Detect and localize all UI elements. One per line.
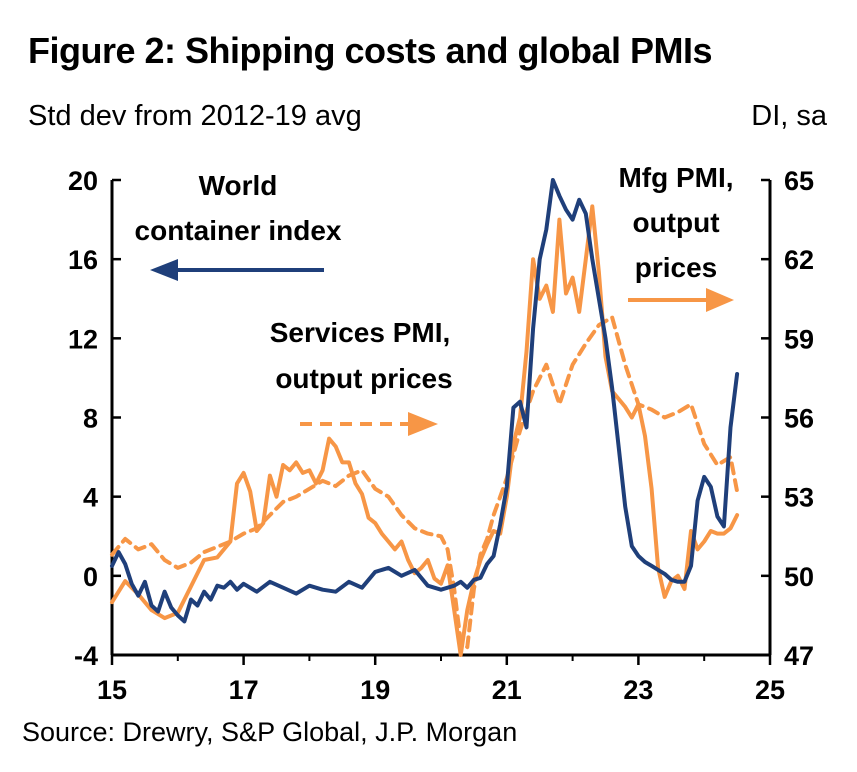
annotation-services-1: Services PMI, [270,317,451,348]
left-tick-label: 8 [83,404,98,434]
right-axis-unit: DI, sa [751,100,827,132]
x-tick-label: 17 [229,675,259,705]
annotation-wci-2: container index [135,215,342,246]
x-tick-label: 19 [360,675,390,705]
annotation-wci-arrowhead [150,259,178,281]
left-tick-label: -4 [74,641,98,671]
right-tick-label: 50 [784,562,814,592]
x-tick-label: 25 [755,675,785,705]
right-tick-label: 59 [784,324,814,354]
annotation-mfg-arrowhead [706,288,734,312]
right-tick-label: 47 [784,641,814,671]
annotation-services-2: output prices [275,363,452,394]
annotation-wci-1: World [199,170,278,201]
x-tick-label: 21 [492,675,522,705]
x-tick-label: 23 [623,675,653,705]
left-tick-label: 0 [83,562,98,592]
series-line-2 [110,204,740,657]
left-tick-label: 4 [83,483,98,513]
right-tick-label: 65 [784,166,814,196]
annotation-mfg-1: Mfg PMI, [618,162,733,193]
source-note: Source: Drewry, S&P Global, J.P. Morgan [22,717,518,747]
right-tick-label: 53 [784,483,814,513]
annotation-services-arrowhead [408,412,438,436]
left-axis-unit: Std dev from 2012-19 avg [28,100,362,132]
x-tick-label: 15 [97,675,127,705]
right-tick-label: 62 [784,245,814,275]
left-tick-label: 16 [68,245,98,275]
chart-title: Figure 2: Shipping costs and global PMIs [28,30,713,71]
annotation-mfg-2: output [632,207,719,238]
left-tick-label: 12 [68,324,98,354]
series-line-0 [110,178,740,624]
left-tick-label: 20 [68,166,98,196]
right-tick-label: 56 [784,404,814,434]
annotation-mfg-3: prices [635,252,718,283]
